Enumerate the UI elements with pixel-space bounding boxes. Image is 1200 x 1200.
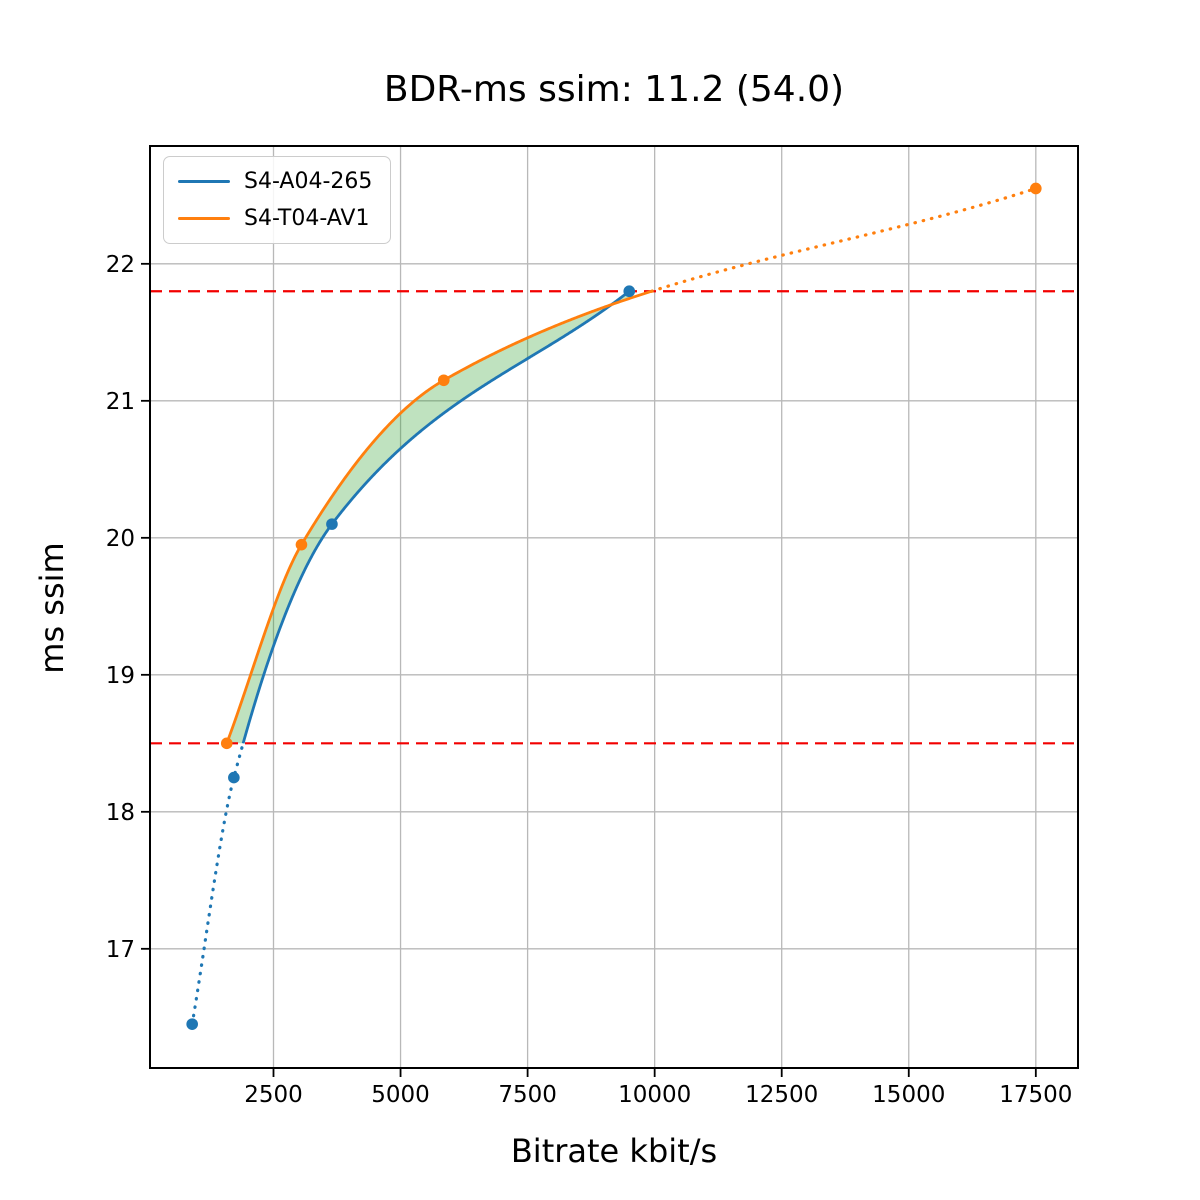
chart-title: BDR-ms ssim: 11.2 (54.0) <box>383 69 845 110</box>
bd-integration-band <box>226 291 630 744</box>
gridlines <box>150 146 1078 1068</box>
y-axis-label: ms ssim <box>33 542 71 674</box>
shaded-band <box>226 291 630 744</box>
x-tick-label: 15000 <box>872 1082 945 1108</box>
y-tick-label: 18 <box>106 800 135 826</box>
y-tick-label: 20 <box>106 526 135 552</box>
curve-solid-segment <box>241 290 631 744</box>
legend-item-s4-t04-av1[interactable]: S4-T04-AV1 <box>178 200 372 237</box>
curve-S4-T04-AV1 <box>225 186 1038 744</box>
x-tick-label: 10000 <box>618 1082 691 1108</box>
data-point-marker[interactable] <box>186 1018 198 1030</box>
y-tick-label: 17 <box>106 937 135 963</box>
data-point-marker[interactable] <box>295 538 308 551</box>
data-point-marker[interactable] <box>1030 182 1042 195</box>
data-point-marker[interactable] <box>623 285 636 298</box>
axes-frame <box>149 145 1079 1069</box>
legend-line-sample-blue <box>178 179 230 184</box>
x-tick-label: 12500 <box>745 1082 818 1108</box>
ticks: 2500 5000 7500 10000 12500 15000 17500 17 18 19 20… <box>106 252 1073 1108</box>
x-tick-label: 2500 <box>244 1082 303 1108</box>
data-point-marker[interactable] <box>326 518 338 530</box>
x-axis-label: Bitrate kbit/s <box>510 1132 718 1170</box>
y-tick-label: 19 <box>106 663 135 689</box>
data-point-marker[interactable] <box>437 374 450 387</box>
x-tick-label: 7500 <box>498 1082 557 1108</box>
x-tick-label: 17500 <box>999 1082 1072 1108</box>
legend-item-s4-a04-265[interactable]: S4-A04-265 <box>178 163 372 200</box>
legend: S4-A04-265 S4-T04-AV1 <box>163 156 392 244</box>
y-tick-label: 22 <box>106 252 135 278</box>
legend-line-sample-orange <box>178 216 230 221</box>
curve-dotted-segment <box>190 741 245 1026</box>
curve-dotted-segment <box>650 186 1038 293</box>
x-tick-label: 5000 <box>371 1082 430 1108</box>
markers-S4-T04-AV1 <box>220 182 1042 750</box>
legend-label: S4-A04-265 <box>244 169 373 194</box>
data-point-marker[interactable] <box>228 771 240 784</box>
reference-lines <box>150 290 1078 745</box>
markers-S4-A04-265 <box>186 285 636 1030</box>
plot-border <box>149 145 1079 1069</box>
legend-label: S4-T04-AV1 <box>244 206 370 231</box>
y-tick-label: 21 <box>106 389 135 415</box>
curve-solid-segment <box>225 289 653 744</box>
data-point-marker[interactable] <box>220 737 233 750</box>
